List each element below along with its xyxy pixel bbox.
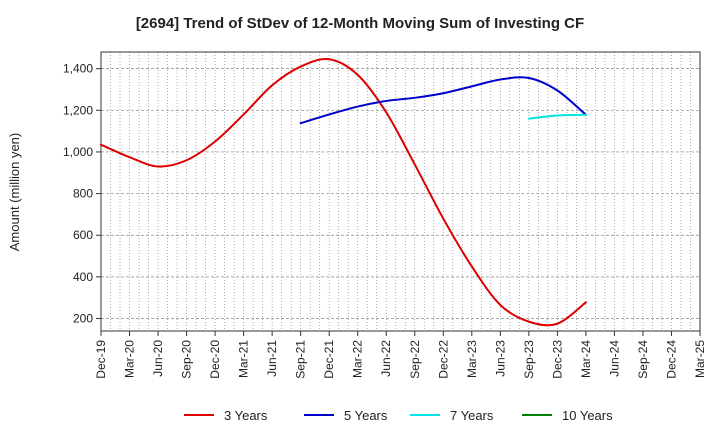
y-tick-label: 1,400 — [63, 62, 93, 76]
y-tick-label: 1,200 — [63, 103, 93, 117]
series-line-5-years — [299, 76, 587, 125]
x-tick-label: Sep-23 — [522, 340, 536, 379]
x-tick-label: Sep-20 — [180, 340, 194, 379]
x-tick-label: Dec-22 — [436, 340, 450, 379]
x-tick-label: Dec-24 — [664, 340, 678, 379]
series-line-7-years — [527, 113, 587, 120]
x-tick-label: Jun-23 — [493, 340, 507, 377]
plot-area: 200 400 600 800 1,000 1,200 1,400 Dec-19 Mar-20 J… — [63, 51, 707, 379]
x-tick-label: Dec-20 — [208, 340, 222, 379]
x-tick-label: Jun-21 — [265, 340, 279, 377]
x-tick-label: Sep-21 — [294, 340, 308, 379]
x-tick-label: Mar-25 — [693, 340, 707, 378]
chart-title: [2694] Trend of StDev of 12-Month Moving… — [136, 15, 584, 32]
x-tick-label: Dec-19 — [94, 340, 108, 379]
x-tick-label: Mar-24 — [579, 340, 593, 378]
x-tick-label: Mar-21 — [237, 340, 251, 378]
x-tick-label: Jun-22 — [379, 340, 393, 377]
legend: 3 Years 5 Years 7 Years 10 Years — [184, 408, 613, 423]
plot-frame — [100, 51, 701, 332]
x-tick-label: Sep-22 — [408, 340, 422, 379]
y-tick-label: 1,000 — [63, 145, 93, 159]
x-tick-label: Sep-24 — [636, 340, 650, 379]
x-tick-label: Jun-24 — [607, 340, 621, 377]
series-line-3-years — [100, 58, 587, 327]
legend-label-10-years: 10 Years — [562, 408, 613, 423]
y-tick-label: 400 — [73, 270, 93, 284]
x-tick-label: Dec-21 — [322, 340, 336, 379]
x-tick-label: Mar-22 — [351, 340, 365, 378]
y-axis-label: Amount (million yen) — [7, 133, 22, 252]
x-tick-label: Dec-23 — [550, 340, 564, 379]
x-tick-label: Mar-20 — [123, 340, 137, 378]
legend-label-3-years: 3 Years — [224, 408, 268, 423]
x-tick-label: Jun-20 — [151, 340, 165, 377]
x-tick-label: Mar-23 — [465, 340, 479, 378]
legend-label-5-years: 5 Years — [344, 408, 388, 423]
legend-label-7-years: 7 Years — [450, 408, 494, 423]
y-tick-label: 600 — [73, 228, 93, 242]
y-tick-label: 800 — [73, 187, 93, 201]
y-tick-label: 200 — [73, 312, 93, 326]
